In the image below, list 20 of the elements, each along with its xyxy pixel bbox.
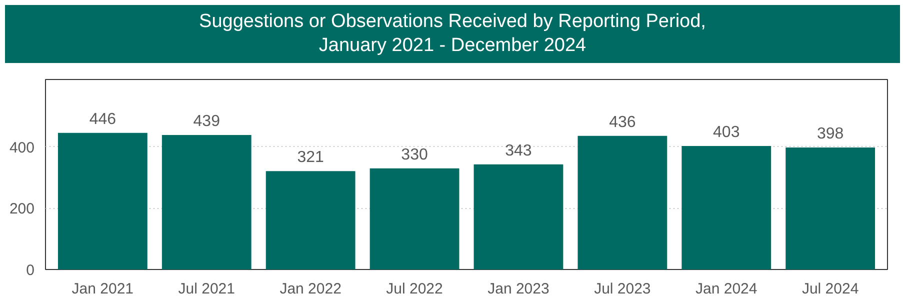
data-label: 321 (297, 149, 324, 166)
y-tick-label: 200 (9, 200, 35, 218)
x-tick-label: Jan 2022 (280, 280, 342, 298)
chart-title: Suggestions or Observations Received by Reporting Period, January 2021 - December 2024 (198, 10, 707, 58)
x-tick-label: Jan 2024 (696, 280, 758, 298)
data-label: 398 (816, 126, 844, 143)
data-label: 446 (89, 110, 116, 128)
x-tick-label: Jul 2023 (594, 280, 651, 298)
x-tick-label: Jul 2021 (178, 280, 235, 298)
data-label: 439 (193, 112, 220, 130)
data-label: 343 (505, 142, 532, 160)
x-tick-label: Jul 2024 (802, 280, 859, 298)
x-tick-label: Jan 2023 (488, 280, 550, 298)
y-tick-label: 0 (26, 262, 34, 279)
x-tick-label: Jan 2021 (72, 280, 134, 298)
y-tick-label: 400 (9, 139, 35, 156)
data-label: 330 (401, 146, 428, 164)
data-label: 403 (713, 124, 740, 141)
x-tick-label: Jul 2022 (386, 280, 443, 298)
data-label: 436 (609, 114, 636, 131)
